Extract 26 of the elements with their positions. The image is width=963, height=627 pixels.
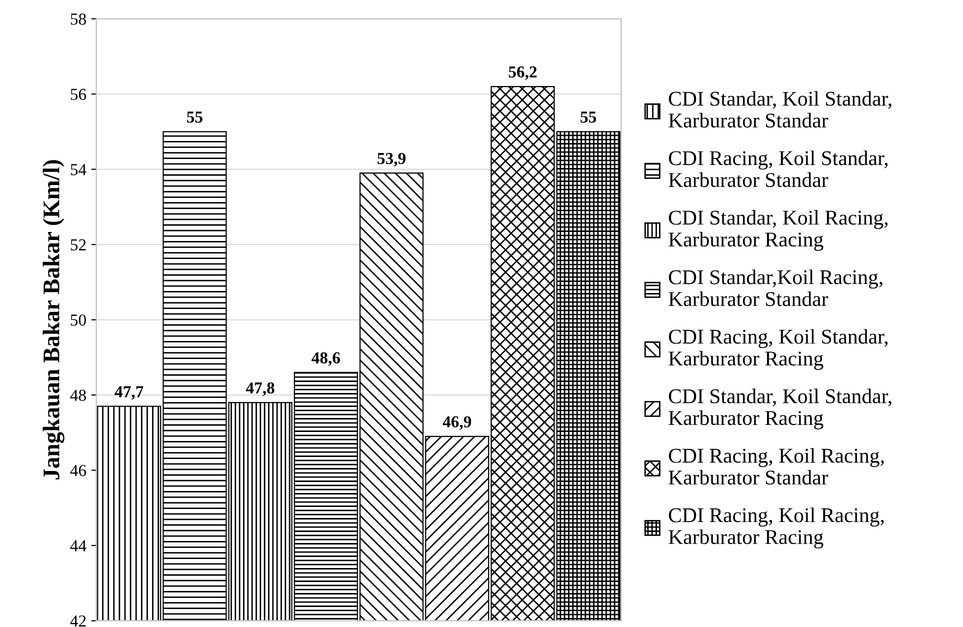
- data-label: 47,7: [114, 386, 144, 400]
- y-axis-title: Jangkauan Bakar Bakar (Km/l): [42, 160, 64, 480]
- legend-label: CDI Standar, Koil Standar, Karburator Standar: [668, 91, 892, 128]
- data-label: 48,6: [312, 352, 340, 366]
- y-tick-label: 52: [70, 239, 86, 250]
- y-tick-label: 48: [70, 390, 86, 401]
- y-tick-label: 42: [70, 615, 86, 627]
- legend-label: CDI Racing, Koil Racing, Karburator Standar: [668, 448, 884, 485]
- data-label: 55: [187, 112, 202, 123]
- legend-label: CDI Racing, Koil Standar, Karburator Standar: [668, 150, 888, 188]
- data-label: 46,9: [442, 416, 472, 430]
- y-tick-label: 46: [70, 464, 86, 476]
- legend-label: CDI Standar, Koil Racing, Karburator Racing: [668, 210, 888, 251]
- legend-label: CDI Standar, Koil Standar, Karburator Racing: [668, 388, 892, 430]
- y-tick-label: 50: [70, 314, 86, 326]
- legend-label: CDI Racing, Koil Standar, Karburator Racing: [668, 329, 888, 370]
- y-tick-label: 56: [70, 88, 86, 100]
- data-label: 53,9: [378, 152, 406, 167]
- legend-label: CDI Standar,Koil Racing, Karburator Standar: [668, 270, 882, 306]
- y-tick-label: 58: [70, 14, 86, 25]
- data-label: 55: [580, 112, 596, 123]
- data-label: 56,2: [508, 66, 537, 80]
- y-tick-label: 44: [70, 540, 86, 552]
- data-label: 47,8: [246, 382, 274, 396]
- y-tick-label: 54: [70, 164, 86, 176]
- legend-label: CDI Racing, Koil Racing, Karburator Racing: [668, 508, 884, 548]
